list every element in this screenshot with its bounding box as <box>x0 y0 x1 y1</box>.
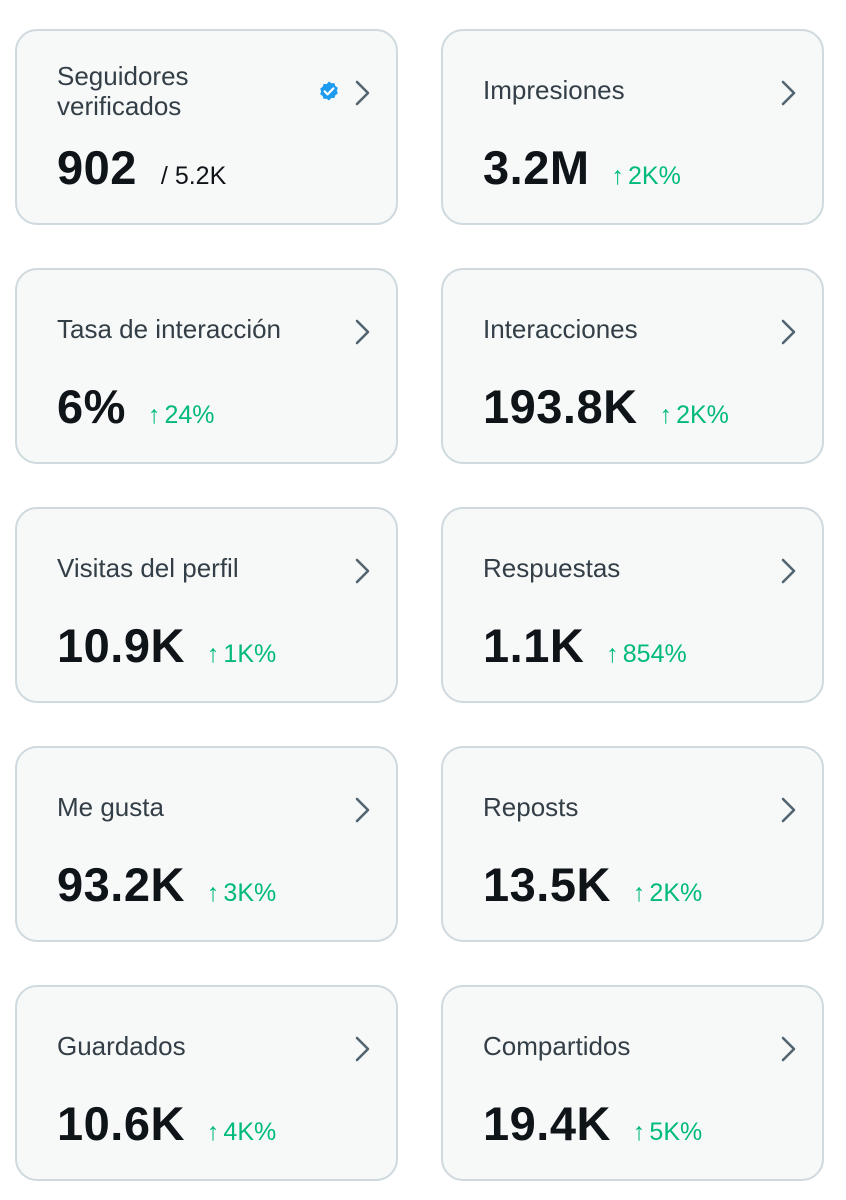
verified-badge-icon <box>320 81 338 101</box>
metric-change-value: 24% <box>164 401 215 429</box>
card-reposts[interactable]: Reposts 13.5K ↑ 2K% <box>441 746 824 942</box>
chevron-right-icon <box>355 319 370 345</box>
metric-change: ↑ 24% <box>148 401 215 430</box>
chevron-right-icon <box>355 80 370 106</box>
metric-change-value: 2K% <box>676 401 729 429</box>
arrow-up-icon: ↑ <box>611 162 625 190</box>
chevron-right-icon <box>781 558 796 584</box>
metric-row: 902 / 5.2K <box>57 141 226 195</box>
card-title-line2: verificados <box>57 91 182 121</box>
card-shares[interactable]: Compartidos 19.4K ↑ 5K% <box>441 985 824 1181</box>
arrow-up-icon: ↑ <box>659 401 673 429</box>
card-title: Visitas del perfil <box>57 553 239 583</box>
metric-change: ↑ 2K% <box>633 879 702 908</box>
chevron-right-icon <box>355 1036 370 1062</box>
metric-change-value: 2K% <box>649 879 703 907</box>
chevron-right-icon <box>781 797 796 823</box>
metric-change-value: 4K% <box>223 1118 277 1146</box>
metric-row: 19.4K ↑ 5K% <box>483 1097 702 1151</box>
arrow-up-icon: ↑ <box>606 640 619 668</box>
metric-value: 93.2K <box>57 858 185 911</box>
metric-row: 1.1K ↑ 854% <box>483 619 687 673</box>
card-title: Impresiones <box>483 75 625 105</box>
card-verified-followers[interactable]: Seguidores verificados 902 / 5.2K <box>15 29 398 225</box>
chevron-right-icon <box>781 319 796 345</box>
metric-value: 902 <box>57 141 137 194</box>
card-impressions[interactable]: Impresiones 3.2M ↑ 2K% <box>441 29 824 225</box>
arrow-up-icon: ↑ <box>632 879 646 907</box>
metric-value: 1.1K <box>483 619 585 672</box>
metric-change: ↑ 1K% <box>207 640 276 669</box>
card-title: Compartidos <box>483 1031 631 1061</box>
metric-change-value: 854% <box>622 640 687 668</box>
metric-row: 13.5K ↑ 2K% <box>483 858 702 912</box>
metric-value: 13.5K <box>483 858 611 911</box>
metric-change-value: 5K% <box>649 1118 703 1146</box>
metric-change: ↑ 2K% <box>612 162 681 191</box>
chevron-right-icon <box>355 797 370 823</box>
metric-row: 93.2K ↑ 3K% <box>57 858 276 912</box>
metric-value: 3.2M <box>483 141 590 194</box>
metric-row: 193.8K ↑ 2K% <box>483 380 729 434</box>
metric-row: 10.9K ↑ 1K% <box>57 619 276 673</box>
arrow-up-icon: ↑ <box>632 1118 646 1146</box>
metric-change: ↑ 3K% <box>207 879 276 908</box>
metric-change: ↑ 5K% <box>633 1118 702 1147</box>
card-title-line1: Seguidores <box>57 61 189 91</box>
arrow-up-icon: ↑ <box>147 401 161 429</box>
card-replies[interactable]: Respuestas 1.1K ↑ 854% <box>441 507 824 703</box>
metric-value: 6% <box>57 380 126 433</box>
card-title: Interacciones <box>483 314 638 344</box>
arrow-up-icon: ↑ <box>206 640 220 668</box>
metric-total: / 5.2K <box>160 162 227 190</box>
card-profile-visits[interactable]: Visitas del perfil 10.9K ↑ 1K% <box>15 507 398 703</box>
metric-row: 6% ↑ 24% <box>57 380 214 434</box>
card-title: Tasa de interacción <box>57 314 282 344</box>
card-engagement-rate[interactable]: Tasa de interacción 6% ↑ 24% <box>15 268 398 464</box>
card-title: Guardados <box>57 1031 186 1061</box>
card-title: Respuestas <box>483 553 621 583</box>
card-title: Reposts <box>483 792 579 822</box>
chevron-right-icon <box>355 558 370 584</box>
card-engagements[interactable]: Interacciones 193.8K ↑ 2K% <box>441 268 824 464</box>
arrow-up-icon: ↑ <box>206 1118 220 1146</box>
metric-change: ↑ 4K% <box>207 1118 276 1147</box>
card-bookmarks[interactable]: Guardados 10.6K ↑ 4K% <box>15 985 398 1181</box>
metric-change: ↑ 854% <box>606 640 686 669</box>
metric-value: 10.6K <box>57 1097 185 1150</box>
metric-value: 193.8K <box>483 380 638 433</box>
chevron-right-icon <box>781 1036 796 1062</box>
metric-row: 3.2M ↑ 2K% <box>483 141 681 195</box>
card-title: Seguidores verificados <box>57 61 189 121</box>
card-title: Me gusta <box>57 792 164 822</box>
metric-change-value: 1K% <box>223 640 277 668</box>
arrow-up-icon: ↑ <box>206 879 220 907</box>
metric-value: 19.4K <box>483 1097 611 1150</box>
metric-change-value: 3K% <box>223 879 277 907</box>
card-likes[interactable]: Me gusta 93.2K ↑ 3K% <box>15 746 398 942</box>
metric-value: 10.9K <box>57 619 185 672</box>
metric-row: 10.6K ↑ 4K% <box>57 1097 276 1151</box>
chevron-right-icon <box>781 80 796 106</box>
metric-change-value: 2K% <box>628 162 681 190</box>
metric-change: ↑ 2K% <box>660 401 729 430</box>
